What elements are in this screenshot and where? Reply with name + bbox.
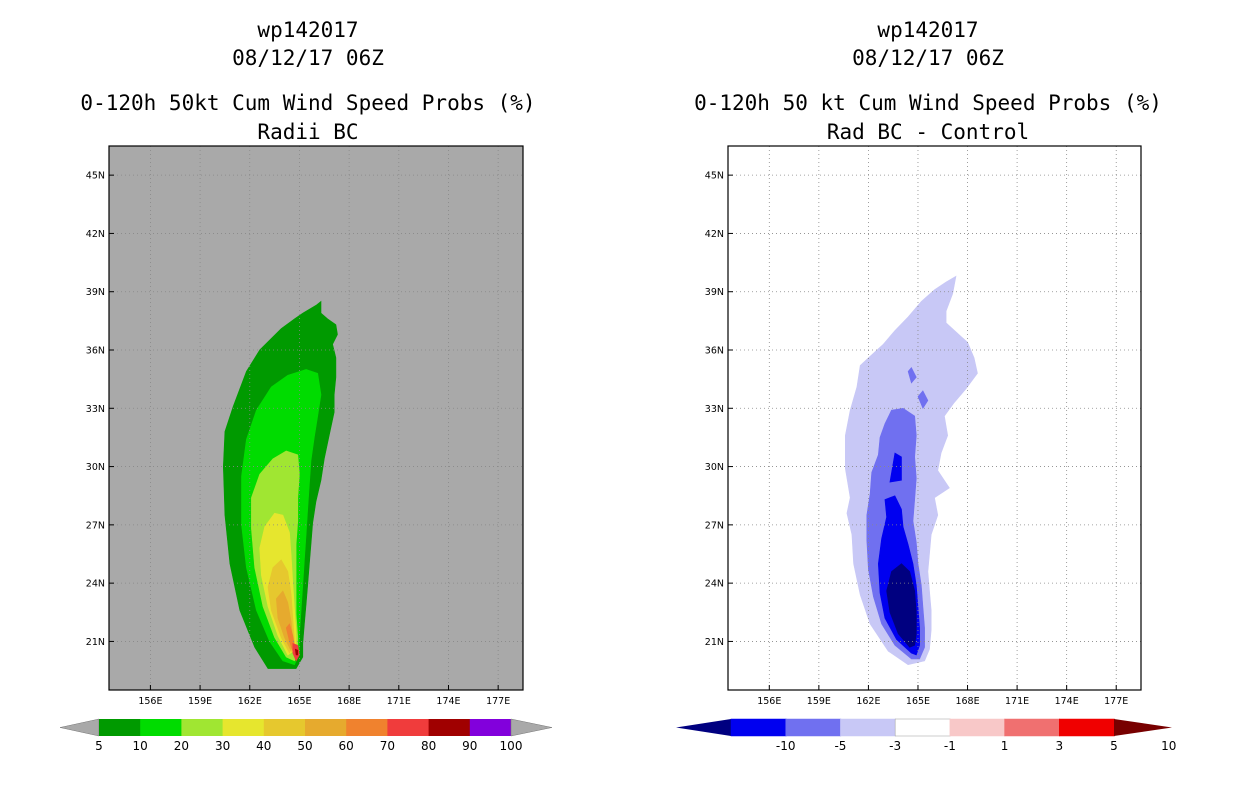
right-contour-neg3-5 [917,390,929,409]
right-colorbar-label-6: 5 [1110,739,1118,753]
left-colorbar-label-0: 5 [95,739,103,753]
right-colorbar-arrow-left [676,719,731,736]
right-colorbar-label-2: -3 [889,739,901,753]
left-xtick-label-174E: 174E [436,696,460,707]
left-colorbar-label-3: 30 [215,739,230,753]
left-colorbar-swatch-0 [99,719,141,736]
left-xtick-label-159E: 159E [188,696,212,707]
left-xtick-label-162E: 162E [238,696,262,707]
left-colorbar-swatch-4 [263,719,306,736]
right-xtick-label-171E: 171E [1005,696,1029,707]
left-ytick-label-42N: 42N [86,229,105,240]
right-colorbar-label-7: 10 [1161,739,1176,753]
right-ytick-label-45N: 45N [705,171,724,182]
right-colorbar-swatch-3 [894,718,951,737]
right-colorbar-label-5: 3 [1055,739,1063,753]
left-ytick-label-45N: 45N [86,171,105,182]
right-chart: 156E 159E 162E 165E 168E 171E 174E 177E 21N 24N 27… [676,145,1176,753]
right-ytick-label-33N: 33N [705,404,724,415]
right-title-line2: 08/12/17 06Z [852,46,1004,70]
left-colorbar-label-5: 50 [297,739,312,753]
left-ytick-label-27N: 27N [86,520,105,531]
left-colorbar-label-8: 80 [421,739,436,753]
right-xtick-label-162E: 162E [856,696,880,707]
left-ytick-label-36N: 36N [86,346,105,357]
left-xtick-label-171E: 171E [387,696,411,707]
right-contour-neg10-3 [886,563,917,648]
left-xtick-label-168E: 168E [337,696,361,707]
left-colorbar-label-6: 60 [339,739,354,753]
right-ytick-label-30N: 30N [705,462,724,473]
right-ytick-label-42N: 42N [705,229,724,240]
left-colorbar-swatch-2 [181,719,224,736]
right-xtick-label-177E: 177E [1104,696,1128,707]
right-xtick-label-168E: 168E [955,696,979,707]
right-colorbar-label-4: 1 [1001,739,1009,753]
right-xtick-label-156E: 156E [757,696,781,707]
left-colorbar: 5 10 20 30 40 50 60 70 80 90 100 [59,718,553,753]
left-ytick-label-39N: 39N [86,287,105,298]
left-colorbar-label-9: 90 [462,739,477,753]
left-colorbar-swatch-8 [428,719,471,736]
left-contour-80-8 [294,648,299,656]
left-colorbar-swatch-6 [346,719,388,736]
left-title-line2: 08/12/17 06Z [232,46,384,70]
left-colorbar-swatch-1 [140,719,182,736]
left-title-line3: 0-120h 50kt Cum Wind Speed Probs (%) [80,91,536,115]
right-colorbar-label-0: -10 [776,739,796,753]
left-title-line4: Radii BC [257,120,359,144]
left-xtick-label-165E: 165E [287,696,311,707]
left-colorbar-swatch-7 [387,719,430,736]
left-ytick-label-21N: 21N [86,637,105,648]
right-ytick-label-21N: 21N [705,637,724,648]
right-contour-neg3-6 [907,366,917,384]
left-colorbar-label-10: 100 [500,739,523,753]
right-colorbar-swatch-1 [785,718,842,737]
left-colorbar-arrow-left [59,718,100,737]
right-xtick-label-165E: 165E [906,696,930,707]
right-title-line1: wp142017 [877,18,979,42]
right-plot-frame [727,145,1142,691]
left-xtick-label-177E: 177E [486,696,510,707]
right-xtick-label-159E: 159E [807,696,831,707]
right-colorbar-swatch-2 [840,718,896,737]
right-colorbar-swatch-5 [1004,718,1061,737]
right-title-line4: Rad BC - Control [826,120,1030,144]
left-colorbar-arrow-right [510,718,553,737]
left-colorbar-label-2: 20 [174,739,189,753]
right-title-line3: 0-120h 50 kt Cum Wind Speed Probs (%) [694,91,1162,115]
left-colorbar-label-4: 40 [256,739,271,753]
right-ytick-label-27N: 27N [705,520,724,531]
left-colorbar-label-1: 10 [133,739,148,753]
left-title-line1: wp142017 [257,18,359,42]
right-colorbar-arrow-right [1114,719,1172,736]
left-xtick-label-156E: 156E [138,696,162,707]
left-ytick-label-30N: 30N [86,462,105,473]
left-chart: 156E 159E 162E 165E 168E 171E 174E 177E 21N 24N 27… [59,145,553,753]
right-ytick-label-36N: 36N [705,346,724,357]
right-colorbar-label-3: -1 [944,739,956,753]
left-colorbar-swatch-3 [222,719,265,736]
right-ytick-label-24N: 24N [705,579,724,590]
left-ytick-label-24N: 24N [86,579,105,590]
left-colorbar-swatch-5 [305,719,347,736]
right-colorbar-swatch-0 [730,718,787,737]
right-xtick-label-174E: 174E [1055,696,1079,707]
left-plot-frame [108,145,524,691]
right-colorbar: -10 -5 -3 -1 1 3 5 10 [676,718,1176,753]
right-contour-neg5-4 [889,452,902,483]
left-colorbar-label-7: 70 [380,739,395,753]
left-ytick-label-33N: 33N [86,404,105,415]
left-colorbar-swatch-9 [469,719,512,736]
right-colorbar-swatch-6 [1059,718,1115,737]
right-colorbar-swatch-4 [949,718,1006,737]
right-colorbar-label-1: -5 [834,739,846,753]
right-ytick-label-39N: 39N [705,287,724,298]
